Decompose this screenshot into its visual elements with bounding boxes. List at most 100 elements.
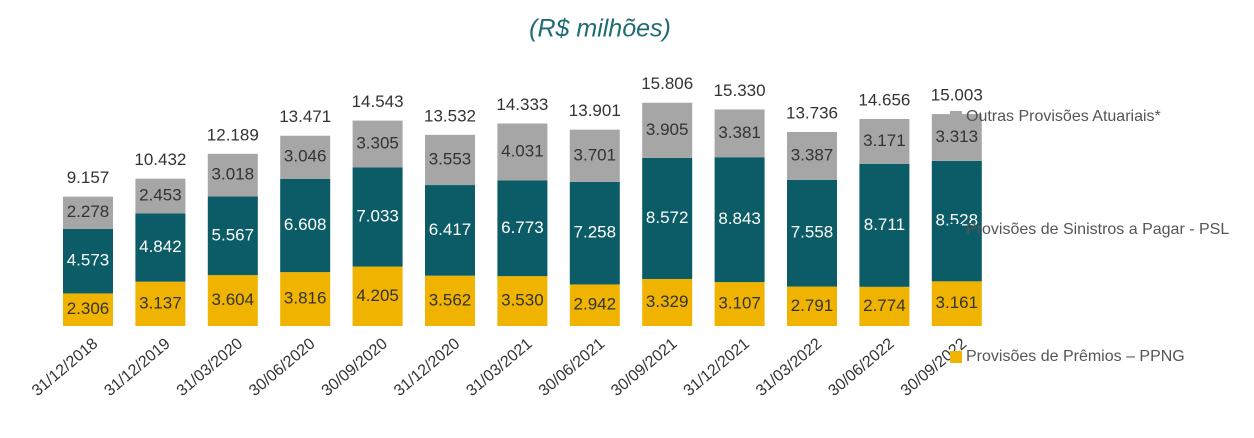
bar-segment: [135, 178, 186, 214]
legend-item: Provisões de Prêmios – PPNG: [950, 345, 1230, 369]
bar-segment: [63, 293, 113, 326]
value-label: 3.046: [284, 147, 327, 166]
x-tick-label: 31/12/2021: [681, 335, 753, 400]
bar-segment: [642, 278, 693, 326]
value-label: 4.031: [501, 141, 544, 160]
bar-segment: [714, 109, 765, 158]
value-label: 3.604: [212, 290, 255, 309]
value-label: 7.033: [356, 206, 399, 225]
chart-subtitle: (R$ milhões): [529, 15, 671, 43]
value-label: 6.608: [284, 215, 327, 234]
bar-segment: [497, 123, 548, 181]
total-label: 14.543: [352, 92, 404, 111]
bar-segment: [931, 281, 982, 326]
value-label: 4.842: [139, 237, 182, 256]
value-label: 8.572: [646, 208, 689, 227]
value-label: 7.258: [574, 223, 617, 242]
x-tick-label: 31/12/2018: [29, 335, 101, 400]
value-label: 2.791: [791, 296, 834, 315]
value-label: 4.205: [356, 286, 399, 305]
bar-segment: [569, 284, 620, 326]
total-label: 13.471: [279, 107, 331, 126]
total-label: 15.003: [931, 86, 983, 105]
value-label: 3.313: [936, 127, 979, 146]
value-label: 2.453: [139, 185, 182, 204]
bar-segment: [931, 160, 982, 282]
total-label: 15.330: [714, 81, 766, 100]
legend-item: Provisões de Sinistros a Pagar - PSL: [950, 218, 1230, 242]
bar-segment: [642, 157, 693, 279]
bar-segment: [569, 129, 620, 182]
x-tick-label: 30/06/2020: [246, 335, 318, 400]
x-tick-label: 31/12/2020: [391, 335, 463, 400]
legend-label: Outras Provisões Atuariais*: [966, 108, 1161, 125]
bar-segment: [135, 213, 186, 282]
value-label: 6.773: [501, 218, 544, 237]
total-label: 13.901: [569, 101, 621, 120]
value-label: 6.417: [429, 220, 472, 239]
value-label: 3.305: [356, 133, 399, 152]
bar-segment: [207, 153, 258, 197]
bar-segment: [859, 118, 910, 164]
total-label: 10.432: [134, 150, 186, 169]
value-label: 3.161: [936, 293, 979, 312]
legend-swatch: [950, 111, 962, 123]
bar-segment: [497, 276, 548, 326]
bar-segment: [425, 134, 475, 186]
total-label: 14.656: [858, 90, 910, 109]
bar-segment: [859, 163, 910, 287]
legend-label: Provisões de Sinistros a Pagar - PSL: [966, 221, 1230, 238]
value-label: 3.701: [574, 145, 617, 164]
bar-segment: [207, 275, 258, 326]
value-label: 3.381: [718, 123, 761, 142]
value-label: 8.528: [936, 211, 979, 230]
bar-segment: [642, 102, 693, 158]
legend-label: Provisões de Prêmios – PPNG: [966, 348, 1185, 365]
bar-segment: [280, 135, 331, 179]
value-label: 3.553: [429, 149, 472, 168]
bar-segment: [787, 179, 837, 287]
value-label: 8.711: [864, 215, 905, 234]
legend-item: Outras Provisões Atuariais*: [950, 105, 1230, 129]
value-label: 3.530: [501, 291, 544, 310]
x-tick-label: 30/09/2020: [319, 335, 391, 400]
bar-segment: [425, 185, 475, 276]
x-tick-label: 30/09/2021: [608, 335, 680, 400]
total-label: 13.532: [424, 106, 476, 125]
bar-segment: [859, 286, 910, 326]
total-label: 13.736: [786, 103, 838, 122]
value-label: 3.387: [791, 145, 834, 164]
bar-segment: [280, 272, 331, 326]
bar-segment: [714, 157, 765, 283]
x-tick-label: 31/03/2020: [174, 335, 246, 400]
bar-segment: [352, 266, 403, 326]
legend-swatch: [950, 224, 962, 236]
total-label: 15.806: [641, 74, 693, 93]
total-label: 9.157: [67, 168, 110, 187]
value-label: 7.558: [791, 223, 834, 242]
bar-segment: [497, 180, 548, 277]
value-label: 3.329: [646, 292, 689, 311]
value-label: 2.942: [574, 295, 617, 314]
legend-swatch: [950, 351, 962, 363]
bar-segment: [569, 181, 620, 285]
total-label: 14.333: [496, 95, 548, 114]
value-label: 3.562: [429, 290, 472, 309]
x-tick-label: 31/03/2022: [753, 335, 825, 400]
value-label: 3.137: [139, 293, 182, 312]
bar-segment: [787, 131, 837, 180]
value-label: 3.107: [718, 294, 761, 313]
x-tick-label: 31/03/2021: [463, 335, 535, 400]
x-tick-label: 30/06/2021: [536, 335, 608, 400]
x-tick-label: 31/12/2019: [101, 335, 173, 400]
x-tick-label: 30/06/2022: [825, 335, 897, 400]
bar-segment: [280, 178, 331, 273]
bar-segment: [352, 120, 403, 168]
bar-segment: [63, 228, 113, 294]
value-label: 3.816: [284, 289, 327, 308]
value-label: 8.843: [718, 209, 761, 228]
value-label: 2.278: [67, 202, 110, 221]
bar-segment: [425, 275, 475, 326]
